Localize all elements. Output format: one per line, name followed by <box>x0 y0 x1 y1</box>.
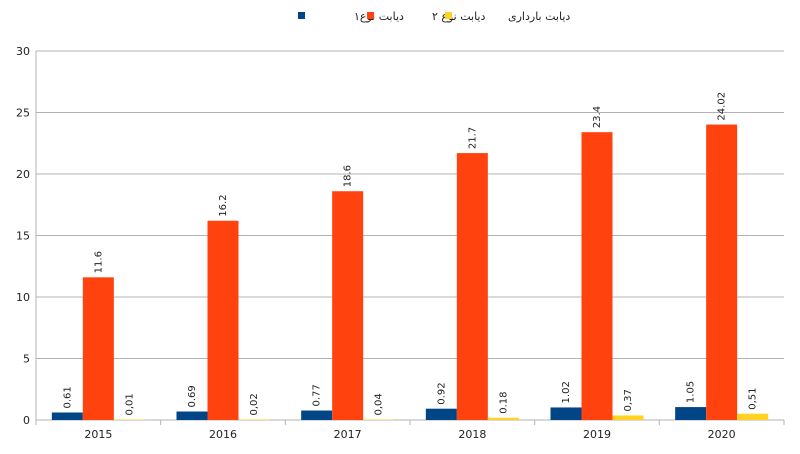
bar <box>238 419 270 420</box>
bar <box>207 220 239 420</box>
data-label: 16.2 <box>218 194 229 216</box>
legend-label: دیابت نوع۱ <box>354 10 404 23</box>
axes: 0 5 10 15 20 25 30 2015 2016 2017 2018 2019 2020 <box>16 45 785 441</box>
bar <box>487 417 519 420</box>
y-tick-label: 15 <box>16 230 30 243</box>
data-label: 1.05 <box>686 381 697 403</box>
data-label: 11.6 <box>93 251 104 273</box>
data-label: 0,01 <box>124 393 135 415</box>
x-tick-label: 2018 <box>458 428 486 441</box>
x-tick-label: 2020 <box>708 428 736 441</box>
data-labels: 0.61 11.6 0,01 0.69 16.2 0,02 0.77 18.6 0,04 0.92… <box>62 92 758 416</box>
x-tick-label: 2017 <box>334 428 362 441</box>
y-tick-label: 30 <box>16 45 30 58</box>
bar <box>425 408 457 420</box>
y-tick-label: 25 <box>16 107 30 120</box>
y-tick-label: 10 <box>16 291 30 304</box>
bar <box>581 132 613 420</box>
bar <box>456 153 488 420</box>
x-tick-label: 2016 <box>209 428 237 441</box>
data-label: 21.7 <box>467 127 478 149</box>
grid-lines <box>36 50 784 421</box>
bar <box>706 124 738 420</box>
data-label: 0.92 <box>436 382 447 404</box>
x-tick-label: 2019 <box>583 428 611 441</box>
data-label: 0.61 <box>62 386 73 408</box>
bar <box>363 419 395 420</box>
legend-swatch <box>445 12 452 19</box>
data-label: 0,02 <box>249 393 260 415</box>
legend-label: دیابت بارداری <box>508 10 570 23</box>
data-label: 0,04 <box>374 393 385 415</box>
bar <box>301 410 333 420</box>
x-tick-label: 2015 <box>84 428 112 441</box>
data-label: 0,37 <box>623 389 634 411</box>
bar <box>176 411 208 420</box>
legend: دیابت نوع۱ دیابت نوع ۲ دیابت بارداری <box>298 10 570 23</box>
legend-swatch <box>298 12 305 19</box>
bar <box>82 277 114 420</box>
data-label: 18.6 <box>343 165 354 187</box>
y-tick-label: 20 <box>16 168 30 181</box>
bar <box>612 415 644 420</box>
data-label: 1.02 <box>561 381 572 403</box>
bar <box>51 412 83 420</box>
data-label: 0.69 <box>187 385 198 407</box>
y-tick-label: 0 <box>23 414 30 427</box>
data-label: 0.18 <box>498 392 509 414</box>
bar <box>550 407 582 420</box>
legend-label: دیابت نوع ۲ <box>432 10 485 23</box>
bar <box>737 413 769 420</box>
data-label: 0.77 <box>312 384 323 406</box>
bar <box>113 419 145 420</box>
bars <box>51 124 769 420</box>
bar <box>332 191 364 420</box>
data-label: 24.02 <box>717 92 728 121</box>
data-label: 0,51 <box>748 387 759 409</box>
data-label: 23.4 <box>592 106 603 128</box>
bar <box>675 407 707 420</box>
legend-swatch <box>367 12 374 19</box>
y-tick-label: 5 <box>23 353 30 366</box>
